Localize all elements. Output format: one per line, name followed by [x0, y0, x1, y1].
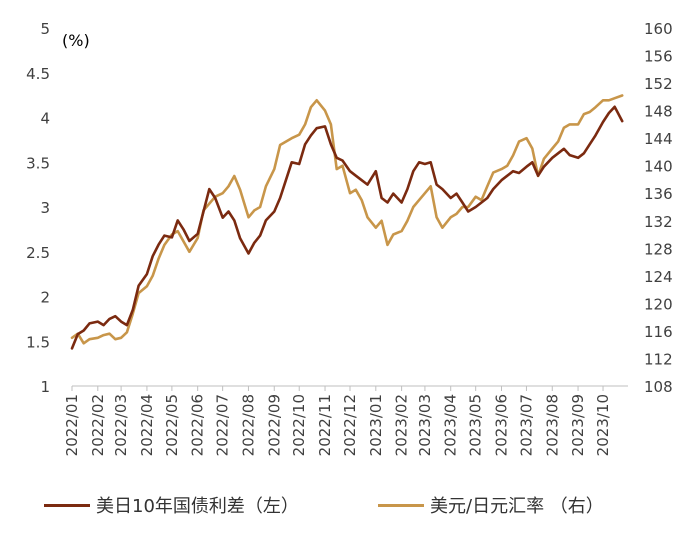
right-tick-label: 108	[644, 378, 673, 396]
x-tick-label: 2023/08	[543, 394, 561, 456]
right-tick-label: 128	[644, 240, 673, 258]
right-tick-label: 136	[644, 185, 673, 203]
right-tick-label: 120	[644, 295, 673, 313]
series-line-fx	[70, 94, 624, 345]
x-tick-label: 2022/03	[112, 394, 130, 456]
right-tick-label: 156	[644, 48, 673, 66]
legend: 美日10年国债利差（左） 美元/日元汇率 （右）	[0, 492, 700, 522]
x-tick-label: 2022/06	[189, 394, 207, 456]
x-tick-label: 2022/10	[290, 394, 308, 456]
left-tick-label: 4	[40, 110, 50, 128]
x-tick-label: 2022/11	[316, 394, 334, 456]
left-tick-label: 5	[40, 20, 50, 38]
left-tick-label: 3	[40, 199, 50, 217]
right-tick-label: 132	[644, 213, 673, 231]
x-tick-label: 2022/08	[239, 394, 257, 456]
right-axis-ticks: 108 112 116 120 124 128 132 136 140 144 148 152 156 1…	[644, 20, 673, 396]
x-tick-label: 2023/06	[492, 394, 510, 456]
right-tick-label: 116	[644, 323, 673, 341]
legend-swatch-fx	[378, 503, 424, 507]
x-tick-label: 2022/05	[163, 394, 181, 456]
legend-swatch-spread	[44, 503, 90, 507]
left-tick-label: 1.5	[26, 333, 50, 351]
right-tick-label: 144	[644, 130, 673, 148]
x-tick-label: 2023/04	[442, 394, 460, 456]
x-tick-label: 2022/12	[341, 394, 359, 456]
x-tick-label: 2023/09	[569, 394, 587, 456]
x-tick-label: 2022/07	[214, 394, 232, 456]
left-tick-label: 2.5	[26, 244, 50, 262]
plot-area	[70, 94, 624, 350]
legend-label-fx: 美元/日元汇率 （右）	[430, 496, 604, 517]
x-tick-label: 2022/04	[138, 394, 156, 456]
right-tick-label: 152	[644, 75, 673, 93]
right-tick-label: 112	[644, 350, 673, 368]
series-line-spread	[70, 105, 624, 350]
left-tick-label: 2	[40, 289, 50, 307]
x-axis-ticks: 2022/01 2022/02 2022/03 2022/04 2022/05 2022/…	[63, 386, 612, 456]
legend-label-spread: 美日10年国债利差（左）	[96, 496, 299, 517]
x-tick-label: 2023/10	[594, 394, 612, 456]
right-tick-label: 148	[644, 103, 673, 121]
left-tick-label: 3.5	[26, 154, 50, 172]
x-tick-label: 2023/01	[367, 394, 385, 456]
right-tick-label: 140	[644, 158, 673, 176]
left-tick-label: 4.5	[26, 65, 50, 83]
left-axis-ticks: 1 1.5 2 2.5 3 3.5 4 4.5 5	[26, 20, 50, 396]
right-tick-label: 124	[644, 268, 673, 286]
x-tick-label: 2023/02	[393, 394, 411, 456]
x-tick-label: 2022/09	[265, 394, 283, 456]
x-tick-label: 2022/02	[89, 394, 107, 456]
left-axis-unit-label: (%)	[62, 31, 90, 50]
legend-item-spread: 美日10年国债利差（左）	[44, 492, 299, 518]
left-tick-label: 1	[40, 378, 50, 396]
x-tick-label: 2022/01	[63, 394, 81, 456]
legend-item-fx: 美元/日元汇率 （右）	[378, 492, 604, 518]
x-tick-label: 2023/03	[416, 394, 434, 456]
x-tick-label: 2023/07	[517, 394, 535, 456]
x-tick-label: 2023/05	[467, 394, 485, 456]
right-tick-label: 160	[644, 20, 673, 38]
